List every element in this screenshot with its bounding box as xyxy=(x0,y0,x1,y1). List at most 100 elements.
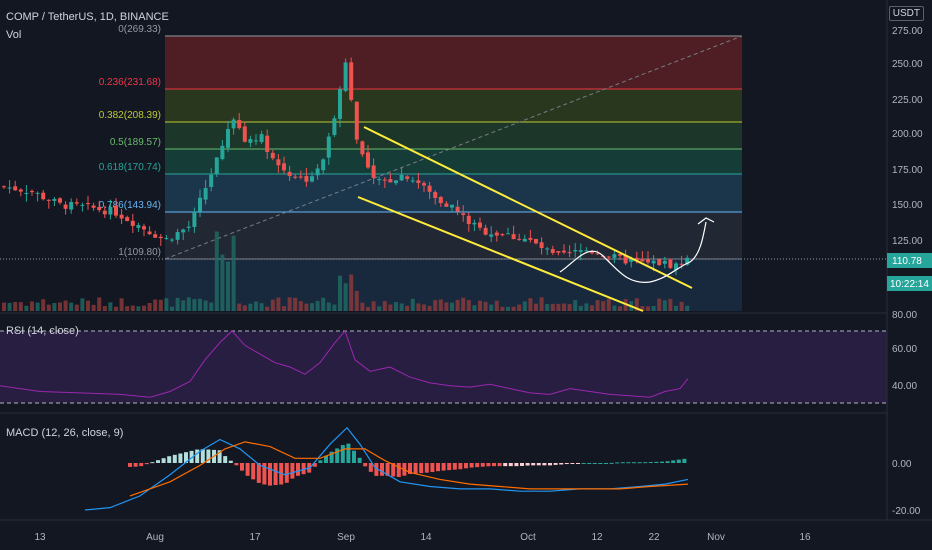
falling-channel[interactable] xyxy=(357,126,693,312)
macd-histogram-bar xyxy=(525,463,530,466)
candle-body xyxy=(276,159,281,166)
volume-bar xyxy=(287,297,292,311)
candle-body xyxy=(2,186,6,188)
candle-body xyxy=(685,257,690,265)
macd-histogram-bar xyxy=(637,462,642,464)
macd-histogram-bar xyxy=(150,462,155,464)
candle-body xyxy=(203,188,208,200)
candle-body xyxy=(41,192,46,200)
volume-bar xyxy=(231,235,236,311)
candle-body xyxy=(461,213,466,215)
volume-bar xyxy=(265,306,270,311)
channel-lower-line[interactable] xyxy=(357,196,644,312)
volume-bar xyxy=(35,302,40,311)
volume-legend[interactable]: Vol xyxy=(6,29,22,41)
candle-body xyxy=(517,238,522,240)
candle-body xyxy=(634,257,639,261)
macd-histogram-bar xyxy=(615,462,620,464)
macd-histogram-bar xyxy=(536,463,541,466)
time-axis[interactable]: 13 Aug 17 Sep 14 Oct 12 22 Nov 16 xyxy=(34,532,811,543)
candle-body xyxy=(606,256,611,258)
fib-retracement[interactable]: 0(269.33) 0.236(231.68) 0.382(208.39) 0.… xyxy=(99,24,743,311)
macd-histogram-bar xyxy=(200,449,205,463)
macd-histogram-bar xyxy=(195,449,200,463)
volume-bar xyxy=(450,302,454,311)
candle-body xyxy=(433,192,438,198)
volume-bar xyxy=(220,254,225,311)
candle-body xyxy=(86,203,90,205)
candle-body xyxy=(142,226,146,230)
candle-body xyxy=(270,152,275,159)
macd-histogram-bar xyxy=(419,463,424,474)
rsi-band xyxy=(0,331,887,403)
rsi-pane[interactable] xyxy=(0,312,887,404)
macd-histogram-bar xyxy=(648,462,653,464)
price-tick-175: 175.00 xyxy=(892,165,923,176)
volume-bar xyxy=(80,298,85,311)
macd-histogram-bar xyxy=(464,463,468,469)
projection-brush-path[interactable] xyxy=(559,221,707,283)
currency-unit[interactable]: USDT xyxy=(888,6,924,21)
volume-bar xyxy=(153,299,158,311)
candle-body xyxy=(35,192,40,194)
volume-bar xyxy=(578,305,583,311)
volume-bar xyxy=(618,306,622,311)
price-tick-275: 275.00 xyxy=(892,26,923,37)
volume-bar xyxy=(46,304,51,311)
volume-bar xyxy=(472,305,477,311)
candle-body xyxy=(170,239,174,241)
volume-bar xyxy=(545,304,550,311)
volume-bar xyxy=(13,302,18,311)
volume-bar xyxy=(595,300,600,311)
candle-body xyxy=(158,236,163,239)
macd-histogram xyxy=(128,443,687,486)
symbol-title[interactable]: COMP / TetherUS, 1D, BINANCE xyxy=(6,11,169,23)
volume-bar xyxy=(399,303,404,311)
candle-body xyxy=(304,176,309,182)
volume-bar xyxy=(668,298,673,311)
volume-bar xyxy=(136,306,141,311)
macd-histogram-bar xyxy=(391,463,396,477)
macd-pane[interactable] xyxy=(0,412,887,511)
candle-body xyxy=(153,234,158,238)
macd-legend[interactable]: MACD (12, 26, close, 9) xyxy=(6,427,124,439)
fib-trend-line[interactable] xyxy=(164,35,743,260)
macd-histogram-bar xyxy=(592,463,597,464)
volume-bar xyxy=(371,301,376,311)
macd-histogram-bar xyxy=(396,463,401,477)
macd-histogram-bar xyxy=(436,463,440,472)
last-price-badge xyxy=(887,253,932,268)
macd-histogram-bar xyxy=(352,450,356,463)
channel-upper-line[interactable] xyxy=(363,126,693,289)
candle-body xyxy=(388,179,393,183)
candle-body xyxy=(354,101,359,140)
candle-body xyxy=(399,174,404,181)
price-axis[interactable]: 275.00 250.00 225.00 200.00 175.00 150.0… xyxy=(887,26,932,517)
candle-body xyxy=(360,141,365,155)
candle-body xyxy=(231,119,236,129)
candle-body xyxy=(192,211,197,227)
candle-body xyxy=(186,226,191,228)
candle-body xyxy=(74,202,79,204)
candle-body xyxy=(7,187,12,189)
macd-histogram-bar xyxy=(318,460,323,463)
candle-body xyxy=(511,234,516,240)
price-candles[interactable] xyxy=(2,57,690,276)
volume-bar xyxy=(276,297,281,311)
macd-histogram-bar xyxy=(161,458,166,463)
macd-histogram-bar xyxy=(335,448,340,463)
candle-body xyxy=(282,163,286,171)
candle-body xyxy=(119,214,124,219)
volume-bar xyxy=(455,299,460,311)
macd-histogram-bar xyxy=(167,456,172,463)
candle-body xyxy=(422,183,426,186)
rsi-legend[interactable]: RSI (14, close) xyxy=(6,325,79,337)
candle-body xyxy=(209,174,214,187)
volume-bar xyxy=(562,303,566,311)
macd-histogram-bar xyxy=(553,463,558,465)
volume-bar xyxy=(483,301,488,311)
candle-body xyxy=(612,254,617,258)
price-tick-200: 200.00 xyxy=(892,129,923,140)
candle-body xyxy=(13,186,18,191)
